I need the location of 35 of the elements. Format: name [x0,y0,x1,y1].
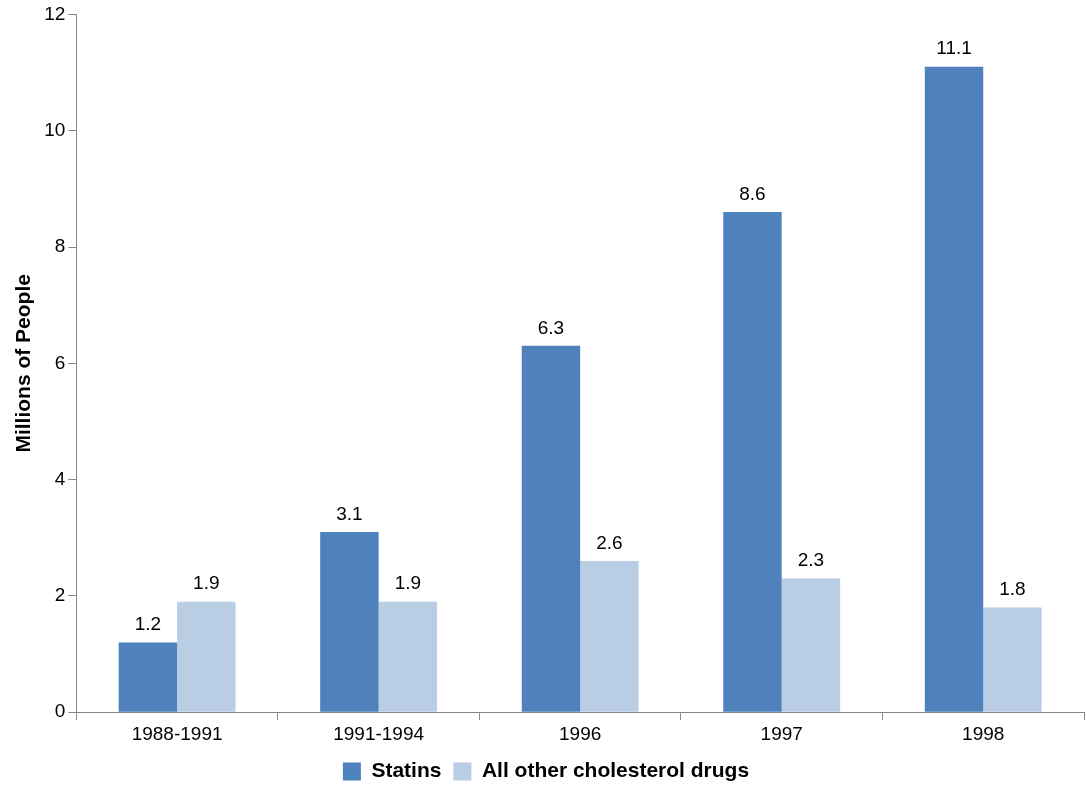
y-tick-label: 2 [54,584,66,606]
x-tick-label: 1991-1994 [333,722,425,744]
data-label: 1.8 [999,578,1026,600]
bar [983,607,1042,712]
bar [378,601,438,712]
x-tick-label: 1998 [962,722,1005,744]
bar [521,345,581,712]
data-label: 1.9 [394,572,422,594]
bar [118,642,178,712]
y-tick-label: 10 [44,118,66,140]
data-label: 1.9 [193,572,220,594]
data-label: 6.3 [537,316,565,338]
bar [924,66,984,712]
legend-label: All other cholesterol drugs [481,758,750,782]
y-tick-label: 0 [54,700,66,722]
bar [320,531,379,712]
x-tick-label: 1988-1991 [131,722,223,744]
bar [781,578,841,712]
data-label: 3.1 [336,502,363,524]
data-label: 2.3 [797,549,825,571]
y-tick-label: 6 [54,351,66,373]
bar [177,601,236,712]
y-tick-label: 4 [54,467,66,489]
y-tick-label: 12 [44,2,66,24]
x-tick-label: 1997 [760,722,803,744]
data-label: 1.2 [134,613,162,635]
x-tick-label: 1996 [559,722,602,744]
data-label: 11.1 [936,37,972,59]
y-tick-label: 8 [54,235,66,257]
bar [723,212,782,712]
bar [580,561,639,712]
y-axis-title: Millions of People [11,274,35,453]
data-label: 8.6 [739,182,766,204]
legend-label: Statins [371,758,442,782]
data-label: 2.6 [596,531,623,553]
